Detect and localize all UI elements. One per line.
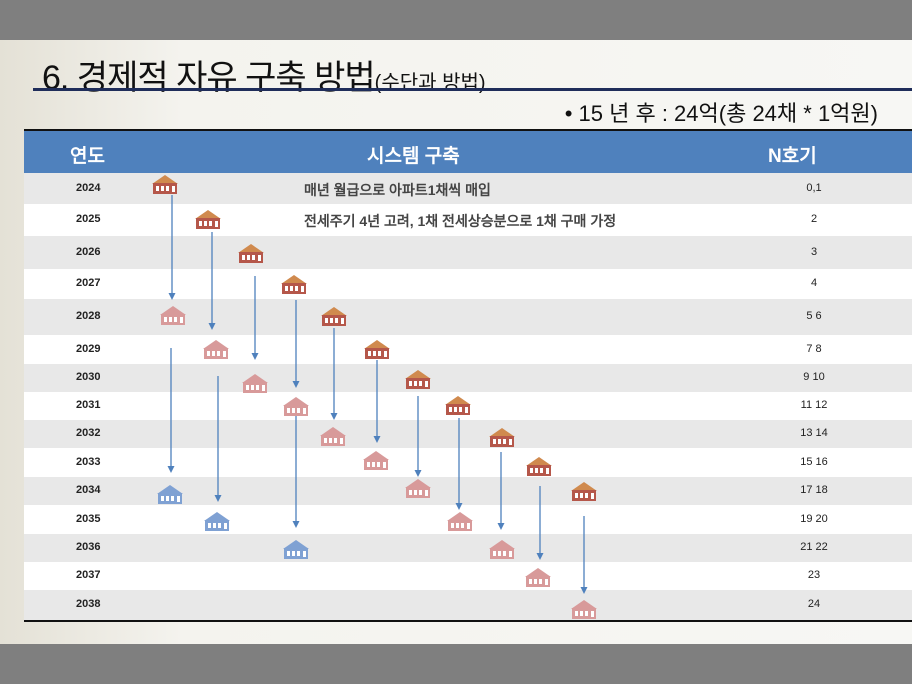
- n-count-cell: 21 22: [800, 541, 828, 553]
- n-count-cell: 7 8: [806, 342, 822, 355]
- year-cell: 2038: [76, 598, 101, 610]
- n-count-cell: 11 12: [800, 399, 828, 411]
- house-icon: [281, 395, 311, 417]
- house-icon: [150, 173, 180, 195]
- n-count-cell: 4: [810, 277, 818, 289]
- house-icon: [361, 449, 391, 471]
- house-icon: [201, 338, 231, 360]
- year-cell: 2025: [76, 213, 101, 225]
- table-row: 2038 24: [24, 590, 912, 620]
- description-cell: 매년 월급으로 아파트1채씩 매입: [304, 181, 491, 198]
- year-cell: 2033: [76, 455, 101, 468]
- table-row: 2032 13 14: [24, 420, 912, 448]
- house-icon: [362, 338, 392, 360]
- table-row: 2036 21 22: [24, 534, 912, 562]
- table-row: 2037 23: [24, 562, 912, 590]
- house-icon: [445, 510, 475, 532]
- house-icon: [487, 426, 517, 448]
- year-cell: 2036: [76, 541, 101, 553]
- house-icon: [240, 372, 270, 394]
- table-row: 2027 4: [24, 269, 912, 299]
- year-cell: 2032: [76, 427, 101, 439]
- house-icon: [403, 477, 433, 499]
- title-divider: [33, 88, 912, 91]
- table-bottom-border: [24, 620, 912, 622]
- n-count-cell: 0,1: [806, 181, 822, 194]
- year-cell: 2024: [76, 181, 101, 194]
- house-icon: [279, 273, 309, 295]
- slide: 6. 경제적 자유 구축 방법(수단과 방법) • 15 년 후 : 24억(총…: [0, 40, 912, 644]
- table-row: 2033 15 16: [24, 448, 912, 477]
- year-cell: 2037: [76, 569, 101, 581]
- house-icon: [236, 242, 266, 264]
- n-count-cell: 5 6: [806, 310, 822, 322]
- year-cell: 2028: [76, 310, 101, 322]
- house-icon: [193, 208, 223, 230]
- n-count-cell: 2: [810, 213, 818, 225]
- summary-bullet: • 15 년 후 : 24억(총 24채 * 1억원): [564, 101, 878, 126]
- table-header: 연도 시스템 구축 N호기: [24, 129, 912, 173]
- title-main: 6. 경제적 자유 구축 방법: [42, 59, 376, 97]
- table-row: 2030 9 10: [24, 364, 912, 392]
- n-count-cell: 3: [810, 245, 818, 258]
- table-row: 2025 전세주기 4년 고려, 1채 전세상승분으로 1채 구매 가정 2: [24, 204, 912, 236]
- table-row: 2029 7 8: [24, 335, 912, 364]
- year-cell: 2035: [76, 512, 101, 525]
- house-icon: [202, 510, 232, 532]
- description-cell: 전세주기 4년 고려, 1채 전세상승분으로 1채 구매 가정: [304, 213, 617, 229]
- n-count-cell: 13 14: [800, 427, 828, 439]
- header-system: 시스템 구축: [367, 146, 460, 167]
- year-cell: 2034: [76, 484, 101, 496]
- year-cell: 2030: [76, 371, 101, 383]
- house-icon: [443, 394, 473, 416]
- n-count-cell: 17 18: [800, 484, 828, 496]
- house-icon: [403, 368, 433, 390]
- year-cell: 2027: [76, 277, 101, 289]
- n-count-cell: 24: [807, 598, 821, 610]
- house-icon: [524, 455, 554, 477]
- year-cell: 2029: [76, 342, 101, 355]
- house-icon: [281, 538, 311, 560]
- house-icon: [487, 538, 517, 560]
- n-count-cell: 9 10: [803, 371, 825, 383]
- year-cell: 2026: [76, 245, 101, 258]
- n-count-cell: 15 16: [800, 455, 828, 468]
- house-icon: [155, 483, 185, 505]
- header-year: 연도: [70, 146, 105, 167]
- year-cell: 2031: [76, 399, 101, 411]
- investment-table: 연도 시스템 구축 N호기 2024 매년 월급으로 아파트1채씩 매입 0,1 20…: [24, 129, 912, 622]
- n-count-cell: 23: [807, 569, 821, 581]
- table-row: 2026 3: [24, 236, 912, 269]
- house-icon: [569, 598, 599, 620]
- header-n: N호기: [768, 146, 817, 167]
- page-title: 6. 경제적 자유 구축 방법(수단과 방법): [42, 50, 486, 99]
- house-icon: [158, 304, 188, 326]
- house-icon: [569, 480, 599, 502]
- house-icon: [523, 566, 553, 588]
- house-icon: [318, 425, 348, 447]
- house-icon: [319, 305, 349, 327]
- n-count-cell: 19 20: [800, 512, 828, 525]
